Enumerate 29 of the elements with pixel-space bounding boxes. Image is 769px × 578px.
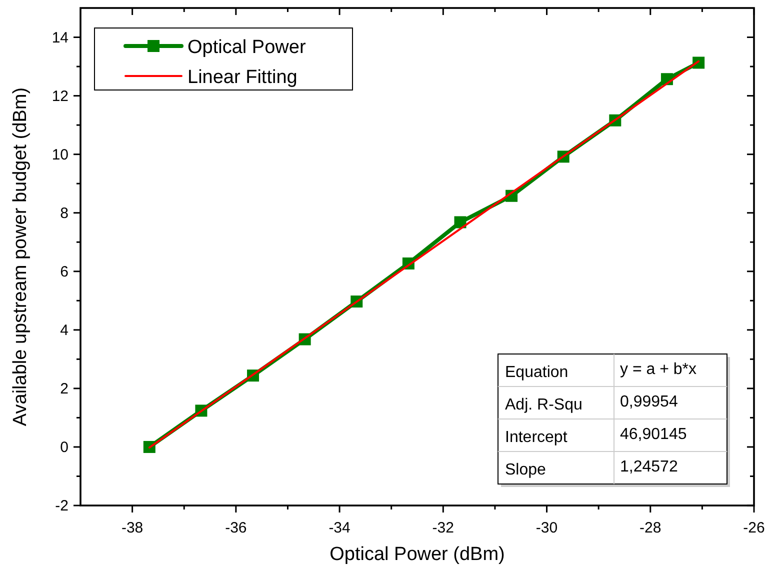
y-tick-label: 10: [52, 146, 68, 164]
annotation: Intercept: [505, 429, 568, 446]
x-axis-title: Optical Power (dBm): [330, 544, 505, 565]
y-tick-label: 4: [60, 322, 68, 339]
x-tick-label: -28: [640, 520, 662, 536]
y-tick-label: 8: [60, 204, 68, 222]
legend-label: Linear Fitting: [188, 67, 298, 88]
annotation: 0,99954: [620, 394, 678, 410]
annotation: Adj. R-Squ: [505, 396, 582, 414]
annotation: 46,90145: [620, 426, 687, 443]
y-tick-label: 14: [52, 29, 68, 46]
y-tick-label: 12: [52, 88, 68, 105]
y-tick-label: 0: [60, 438, 68, 456]
annotation: Slope: [505, 462, 546, 478]
y-axis-title: Available upstream power budget (dBm): [10, 87, 31, 426]
x-tick-label: -30: [536, 520, 558, 536]
legend-label: Optical Power: [188, 37, 306, 58]
y-tick-label: 2: [60, 380, 68, 398]
annotation: 1,24572: [620, 458, 678, 476]
x-tick-label: -36: [225, 520, 247, 536]
x-tick-label: -34: [328, 520, 350, 536]
x-tick-label: -26: [743, 520, 765, 536]
point: [454, 216, 466, 228]
y-tick-label: 6: [60, 263, 68, 280]
x-tick-label: -32: [432, 520, 454, 536]
y-tick-label: -2: [55, 498, 68, 514]
annotation: Equation: [505, 364, 568, 381]
x-tick-label: -38: [121, 520, 144, 536]
annotation: y = a + b*x: [620, 361, 696, 378]
